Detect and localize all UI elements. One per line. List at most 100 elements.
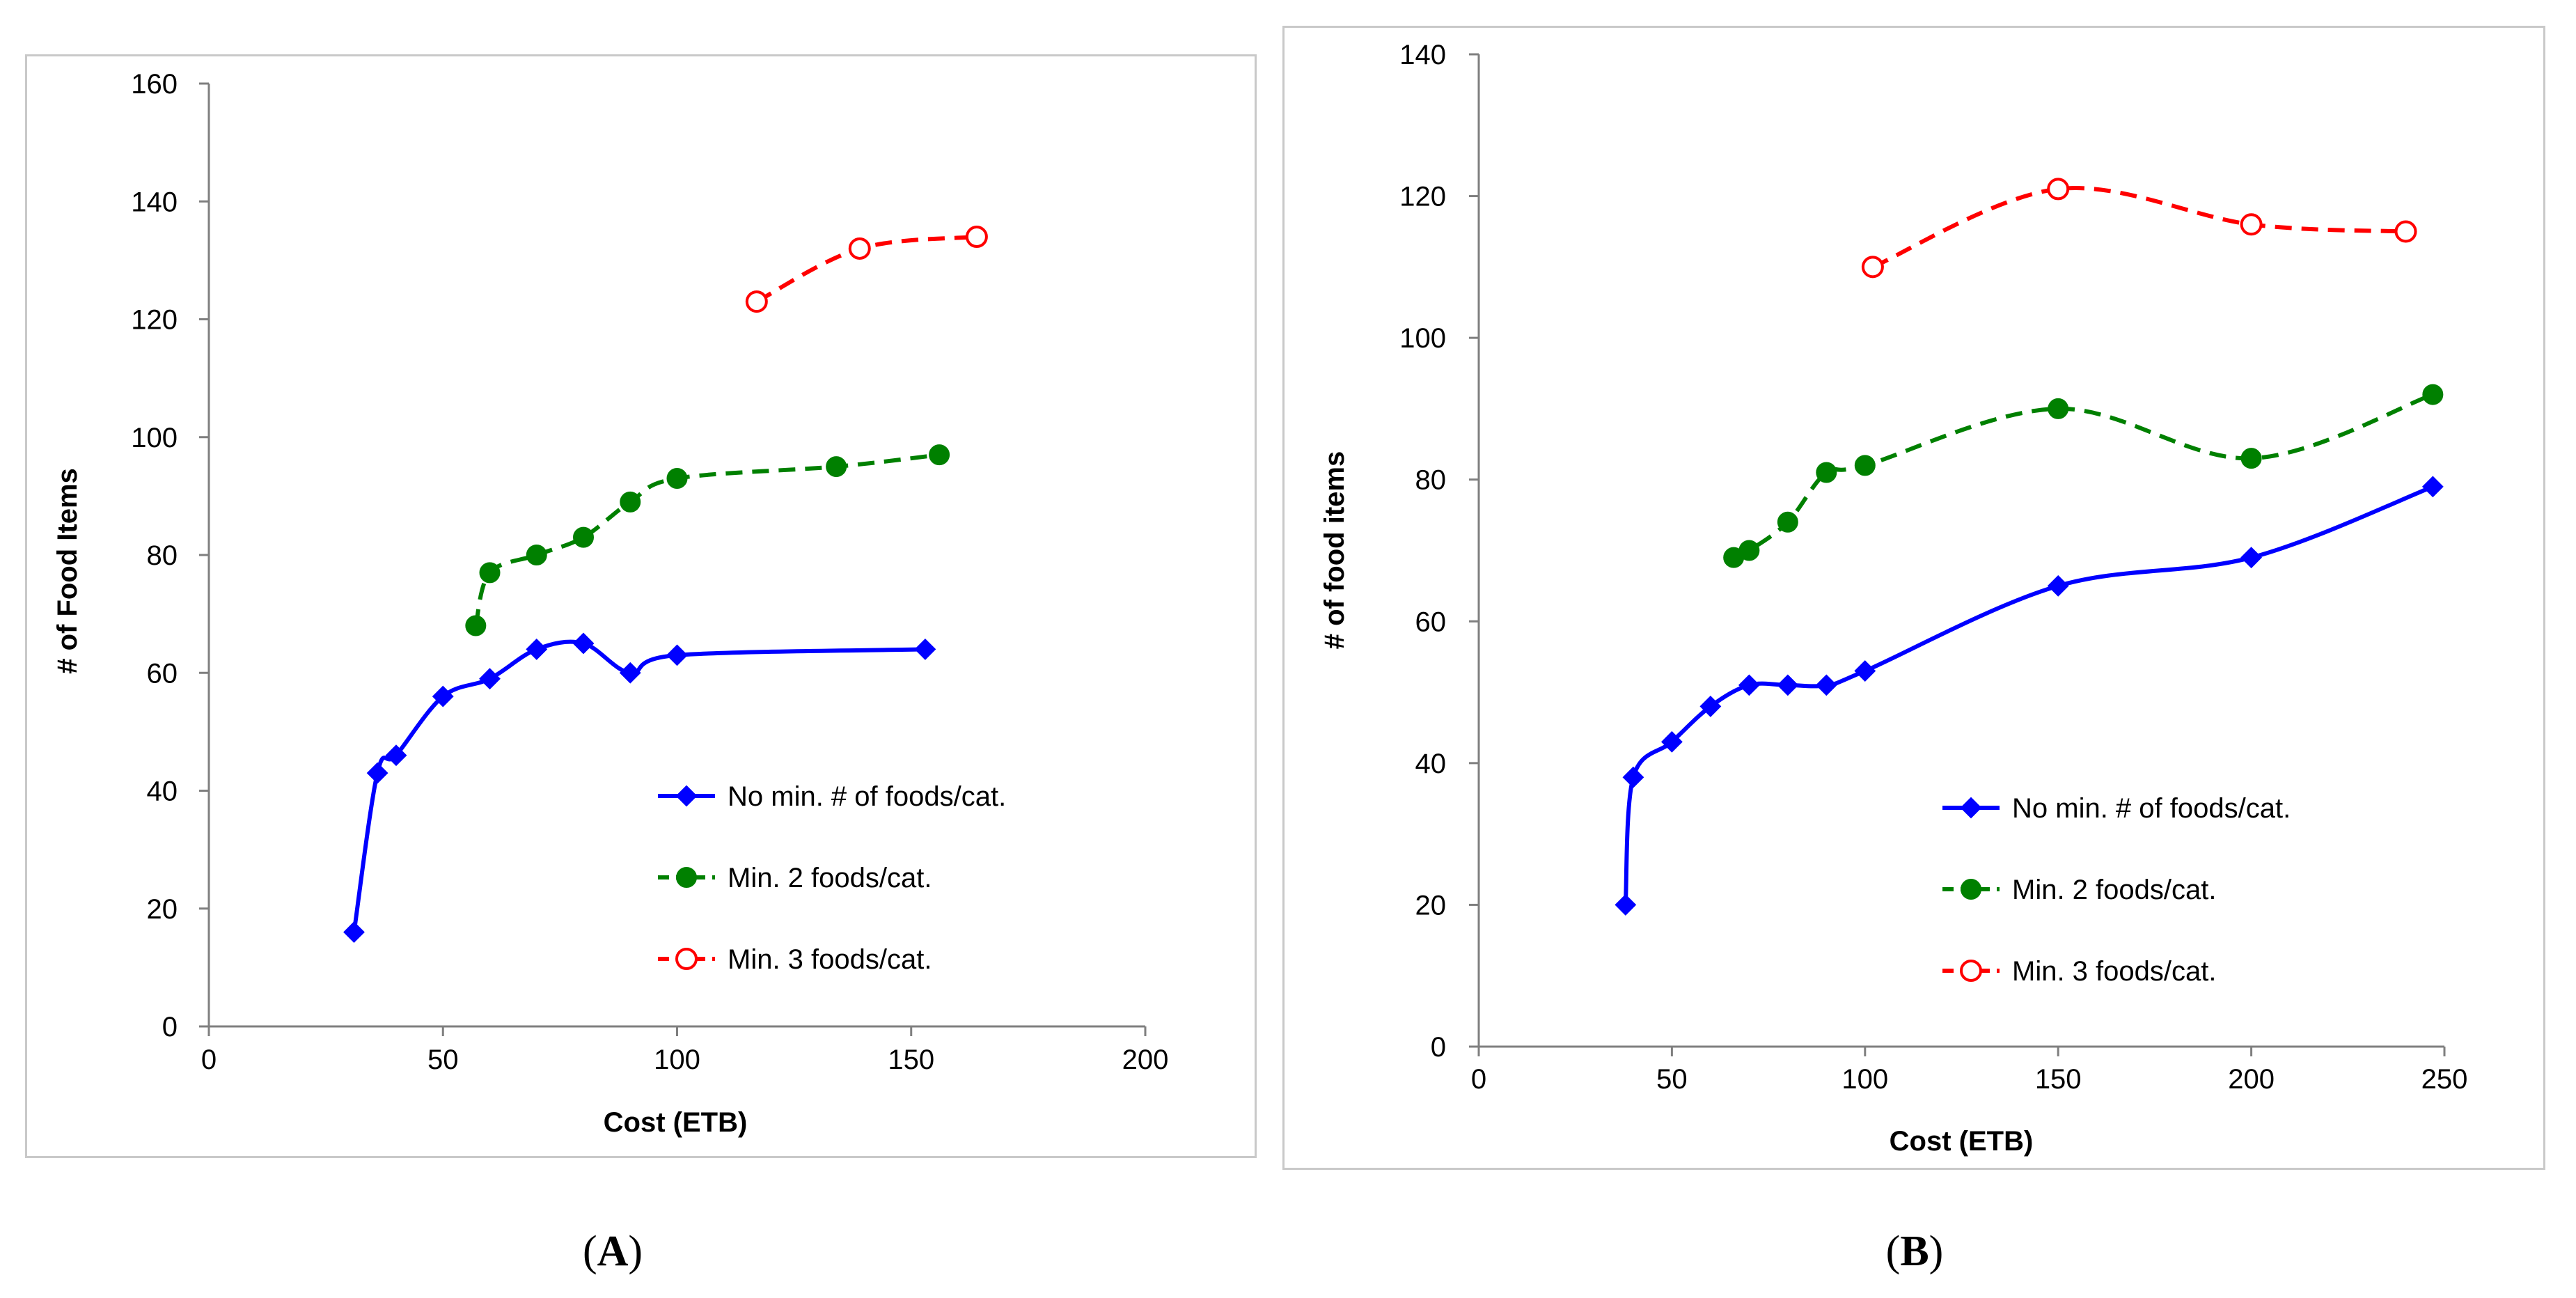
chart-b-x-tick-label: 150 xyxy=(2035,1064,2082,1095)
chart-b-frame xyxy=(1282,26,2545,1170)
chart-b-series-0-point xyxy=(1738,674,1760,696)
chart-b-series-0-point xyxy=(1699,696,1722,717)
chart-a-series-0-point xyxy=(366,762,388,784)
chart-a-series-0-point xyxy=(432,685,454,707)
chart-a-series-0-point xyxy=(572,632,595,655)
chart-b-legend-swatch-marker xyxy=(1961,879,1981,900)
chart-a-series-0-point xyxy=(666,644,688,666)
chart-b-x-tick-label: 200 xyxy=(2228,1064,2275,1095)
chart-a-y-tick-label: 40 xyxy=(147,776,178,807)
chart-a-x-tick-label: 200 xyxy=(1122,1045,1169,1075)
chart-b-series-0-point xyxy=(2421,476,2444,498)
chart-b-series-1-line xyxy=(1732,392,2434,560)
chart-b-series-0-point xyxy=(1660,730,1683,753)
chart-a-y-tick-label: 140 xyxy=(131,187,178,217)
chart-a-series-0-point xyxy=(914,638,936,660)
chart-a-x-axis-title: Cost (ETB) xyxy=(604,1107,748,1138)
chart-a-legend-swatch-marker xyxy=(676,867,697,888)
chart-b-series-1 xyxy=(1723,384,2444,568)
chart-a-series-2-point xyxy=(745,290,768,313)
chart-a-y-tick-label: 60 xyxy=(147,658,178,689)
chart-b-series-1-point xyxy=(2048,398,2069,419)
chart-a-series-0 xyxy=(343,632,936,944)
chart-a-series-1-point xyxy=(465,615,487,636)
chart-a-series-2-point xyxy=(848,237,871,260)
chart-b-x-tick-label: 0 xyxy=(1471,1064,1486,1095)
chart-a-legend-item: Min. 2 foods/cat. xyxy=(658,863,932,893)
chart-a-y-axis-title: # of Food Items xyxy=(52,468,83,674)
chart-a-y-tick-label: 0 xyxy=(162,1012,178,1042)
chart-a-legend-swatch-marker xyxy=(675,785,698,807)
chart-b-legend-label: Min. 2 foods/cat. xyxy=(2012,875,2216,905)
chart-a-series-1 xyxy=(465,444,950,636)
chart-b-y-tick-label: 40 xyxy=(1415,749,1447,779)
chart-a-y-tick-label: 20 xyxy=(147,894,178,925)
chart-b-series-2-point xyxy=(1861,256,1884,279)
chart-b-series-2-line xyxy=(1871,186,2406,269)
chart-b-series-0-point xyxy=(1815,674,1837,696)
chart-b-series-2-point xyxy=(2394,220,2417,243)
chart-a-series-1-point xyxy=(526,545,547,565)
chart-b-series-1-point xyxy=(1816,462,1837,483)
chart-a-series-0-point xyxy=(343,921,365,944)
chart-b-series-2-point xyxy=(2047,178,2070,201)
chart-a-y-tick-label: 100 xyxy=(131,423,178,453)
chart-b-legend-item: No min. # of foods/cat. xyxy=(1942,793,2291,824)
chart-b-y-tick-label: 140 xyxy=(1399,40,1446,70)
chart-a-series-1-point xyxy=(826,456,847,478)
chart-b-legend-item: Min. 2 foods/cat. xyxy=(1942,875,2216,905)
chart-a-series-1-point xyxy=(929,444,950,466)
chart-a-series-1-point xyxy=(620,491,641,513)
chart-b-series-0-point xyxy=(2047,574,2069,597)
chart-a-series-1-point xyxy=(573,526,594,548)
chart-a-legend-label: Min. 3 foods/cat. xyxy=(728,944,932,975)
chart-a-y-tick-label: 160 xyxy=(131,69,178,100)
chart-b-series-0-point xyxy=(2240,547,2263,569)
chart-a-x-tick-label: 50 xyxy=(427,1045,459,1075)
chart-b-series-1-point xyxy=(2240,448,2262,469)
chart-b-series-0-point xyxy=(1622,766,1644,788)
chart-b-legend-label: Min. 3 foods/cat. xyxy=(2012,956,2216,987)
chart-b-series-0-point xyxy=(1615,894,1637,916)
chart-a-series-0-point xyxy=(619,662,641,684)
chart-a-legend-item: Min. 3 foods/cat. xyxy=(658,944,932,975)
chart-a-series-0-point xyxy=(385,744,407,767)
chart-b-y-tick-label: 60 xyxy=(1415,607,1447,637)
chart-b-legend-item: Min. 3 foods/cat. xyxy=(1942,956,2216,987)
chart-a-series-0-point xyxy=(526,638,548,660)
chart-b-series-0-point xyxy=(1854,660,1876,682)
chart-a-x-tick-label: 150 xyxy=(888,1045,934,1075)
panel-label-b-letter: B xyxy=(1900,1228,1929,1275)
chart-b-y-tick-label: 100 xyxy=(1399,323,1446,354)
chart-b-series-1-point xyxy=(1854,455,1876,476)
chart-a-series-1-point xyxy=(479,562,501,584)
chart-a-series-1-point xyxy=(666,467,688,489)
chart-b-y-axis-title: # of food items xyxy=(1319,451,1350,649)
chart-b-series-1-point xyxy=(2422,384,2444,405)
chart-b-series-0 xyxy=(1615,476,2444,916)
chart-b-y-tick-label: 0 xyxy=(1431,1032,1446,1063)
chart-a-x-tick-label: 0 xyxy=(201,1045,217,1075)
chart-a-series-2 xyxy=(745,226,988,313)
chart-b-series-2 xyxy=(1861,178,2417,279)
panel-label-b: (B) xyxy=(1885,1228,1944,1275)
chart-a-x-tick-label: 100 xyxy=(654,1045,700,1075)
chart-b-y-tick-label: 20 xyxy=(1415,890,1447,921)
chart-a-legend-label: Min. 2 foods/cat. xyxy=(728,863,932,893)
chart-b-y-tick-label: 80 xyxy=(1415,465,1447,496)
chart-a-y-tick-label: 120 xyxy=(131,305,178,336)
panel-label-a-letter: A xyxy=(597,1228,629,1275)
chart-a-legend-swatch-marker xyxy=(675,948,698,970)
chart-a-legend-item: No min. # of foods/cat. xyxy=(658,781,1006,812)
chart-a-series-2-point xyxy=(965,226,988,249)
chart-b-y-tick-label: 120 xyxy=(1399,182,1446,212)
chart-a-y-tick-label: 80 xyxy=(147,540,178,571)
chart-b-legend-label: No min. # of foods/cat. xyxy=(2012,793,2291,824)
chart-a-series-0-point xyxy=(479,668,501,690)
chart-b-series-1-point xyxy=(1777,511,1798,533)
chart-b-x-tick-label: 50 xyxy=(1656,1064,1688,1095)
chart-b-series-0-point xyxy=(1777,674,1799,696)
chart-b-legend-swatch-marker xyxy=(1960,960,1982,982)
